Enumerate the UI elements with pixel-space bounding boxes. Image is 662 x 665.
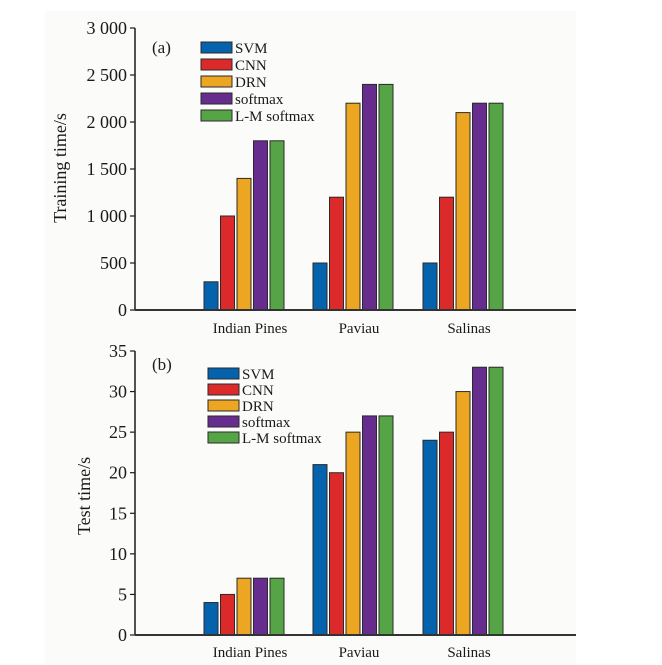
legend-swatch <box>207 415 240 428</box>
legend-label: DRN <box>235 75 267 91</box>
bar-svm-paviau <box>312 262 328 311</box>
legend-swatch <box>207 431 240 444</box>
bar-cnn-indian-pines <box>220 215 235 311</box>
y-axis-title: Test time/s <box>74 457 94 535</box>
panel-label: (b) <box>152 355 172 374</box>
legend-swatch <box>207 399 240 412</box>
x-category-label: Salinas <box>447 321 490 337</box>
bar-softmax-indian-pines <box>253 577 268 636</box>
legend-swatch <box>200 75 233 88</box>
x-category-label: Paviau <box>339 645 380 661</box>
y-tick-label: 30 <box>109 382 127 402</box>
y-tick-label: 3 000 <box>87 18 128 38</box>
y-tick-label: 1 000 <box>87 206 128 226</box>
bar-l-m-softmax-paviau <box>378 83 394 311</box>
chart-training-time: 0 500 1 000 1 500 2 000 2 500 3 000 Indian Pine… <box>50 18 576 337</box>
bar-drn-salinas <box>455 112 471 311</box>
x-category-label: Paviau <box>339 321 380 337</box>
legend-label: CNN <box>235 58 267 74</box>
bar-svm-paviau <box>312 464 328 636</box>
chart-test-time: 0 5 10 15 20 25 30 35 Indian Pines Paviau Salinas T… <box>74 341 576 661</box>
bar-drn-indian-pines <box>236 177 252 311</box>
legend-label: CNN <box>242 383 274 399</box>
y-tick-label: 15 <box>109 503 127 523</box>
y-tick-label: 20 <box>109 463 127 483</box>
y-tick-label: 35 <box>109 341 127 361</box>
x-category-label: Indian Pines <box>213 645 288 661</box>
bar-cnn-indian-pines <box>220 593 235 636</box>
y-tick-label: 0 <box>118 300 127 320</box>
legend-label: L-M softmax <box>242 431 322 447</box>
y-tick-label: 2 500 <box>87 65 128 85</box>
y-tick-label: 10 <box>109 544 127 564</box>
bar-l-m-softmax-paviau <box>378 415 394 636</box>
legend-swatch <box>200 58 233 71</box>
bar-drn-paviau <box>345 431 361 636</box>
y-tick-label: 0 <box>118 625 127 645</box>
y-axis-title: Training time/s <box>50 113 70 223</box>
bar-l-m-softmax-salinas <box>488 366 504 636</box>
legend-label: L-M softmax <box>235 109 315 125</box>
bar-softmax-indian-pines <box>253 140 268 311</box>
legend-label: softmax <box>242 415 291 431</box>
y-tick-label: 500 <box>100 253 127 273</box>
bar-softmax-salinas <box>472 102 487 311</box>
bar-cnn-paviau <box>329 472 344 636</box>
legend-label: SVM <box>242 367 275 383</box>
bar-svm-salinas <box>422 439 438 636</box>
panel-label: (a) <box>152 38 171 57</box>
bar-drn-salinas <box>455 391 471 636</box>
bar-drn-paviau <box>345 102 361 311</box>
x-category-label: Salinas <box>447 645 490 661</box>
bar-l-m-softmax-indian-pines <box>269 140 285 311</box>
bar-svm-salinas <box>422 262 438 311</box>
bar-cnn-paviau <box>329 196 344 311</box>
y-tick-label: 5 <box>118 584 127 604</box>
bar-l-m-softmax-salinas <box>488 102 504 311</box>
bar-cnn-salinas <box>439 196 454 311</box>
y-tick-label: 25 <box>109 422 127 442</box>
bar-drn-indian-pines <box>236 577 252 636</box>
y-tick-label: 1 500 <box>87 159 128 179</box>
bar-l-m-softmax-indian-pines <box>269 577 285 636</box>
y-tick-label: 2 000 <box>87 112 128 132</box>
legend-label: SVM <box>235 41 268 57</box>
legend-label: softmax <box>235 92 284 108</box>
bar-cnn-salinas <box>439 431 454 636</box>
legend-swatch <box>200 92 233 105</box>
figure-background <box>45 11 576 665</box>
legend-swatch <box>200 109 233 122</box>
bar-softmax-paviau <box>362 83 377 311</box>
legend-swatch <box>200 41 233 54</box>
bar-svm-indian-pines <box>203 602 219 636</box>
bar-softmax-salinas <box>472 366 487 636</box>
x-category-label: Indian Pines <box>213 321 288 337</box>
bar-svm-indian-pines <box>203 281 219 311</box>
legend-label: DRN <box>242 399 274 415</box>
legend-swatch <box>207 367 240 380</box>
bar-softmax-paviau <box>362 415 377 636</box>
legend-swatch <box>207 383 240 396</box>
